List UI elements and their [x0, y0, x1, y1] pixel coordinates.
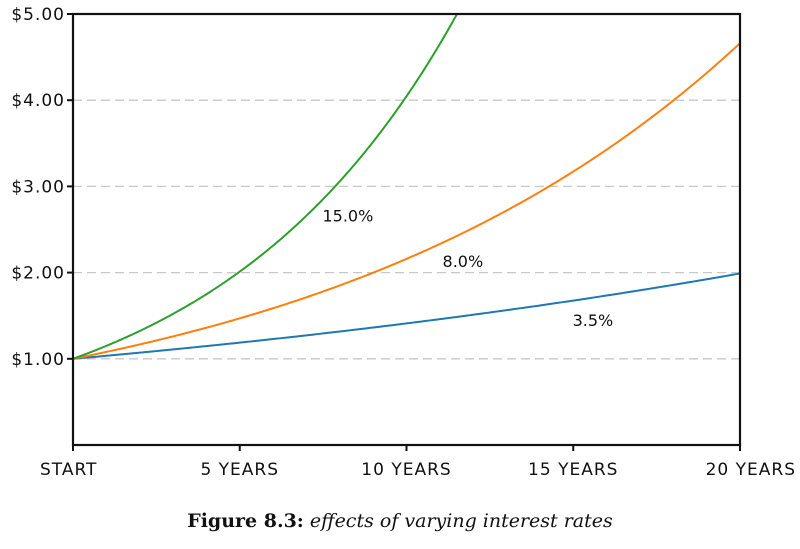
x-tick-label-3: 15 YEARS	[528, 460, 618, 480]
y-tick-label-1: $2.00	[11, 264, 65, 284]
series-lines	[73, 14, 740, 360]
x-tick-label-2: 10 YEARS	[361, 460, 451, 480]
caption-text: effects of varying interest rates	[309, 510, 613, 532]
x-tick-label-0: START	[40, 460, 97, 480]
interest-rate-chart: $1.00 $2.00 $3.00 $4.00 $5.00 START 5 YEARS 10…	[11, 5, 796, 480]
x-tick-label-1: 5 YEARS	[200, 460, 279, 480]
figure-caption: Figure 8.3: effects of varying interest …	[0, 510, 800, 532]
series-line-0	[73, 272, 740, 360]
y-tick-label-3: $4.00	[11, 91, 65, 111]
y-tick-label-0: $1.00	[11, 350, 65, 370]
caption-number: Figure 8.3:	[187, 510, 304, 532]
y-tick-label-2: $3.00	[11, 177, 65, 197]
grid-lines	[73, 99, 740, 360]
plot-frame	[71, 12, 742, 447]
y-tick-label-4: $5.00	[11, 5, 65, 25]
x-tick-label-4: 20 YEARS	[706, 460, 796, 480]
x-axis: START 5 YEARS 10 YEARS 15 YEARS 20 YEARS	[40, 445, 796, 480]
series-label-1: 8.0%	[443, 252, 484, 271]
series-line-1	[73, 42, 740, 360]
series-label-2: 15.0%	[322, 207, 373, 226]
y-axis: $1.00 $2.00 $3.00 $4.00 $5.00	[11, 5, 73, 370]
series-line-2	[73, 14, 459, 360]
series-label-0: 3.5%	[573, 311, 614, 330]
series-labels: 3.5% 8.0% 15.0%	[322, 207, 613, 330]
